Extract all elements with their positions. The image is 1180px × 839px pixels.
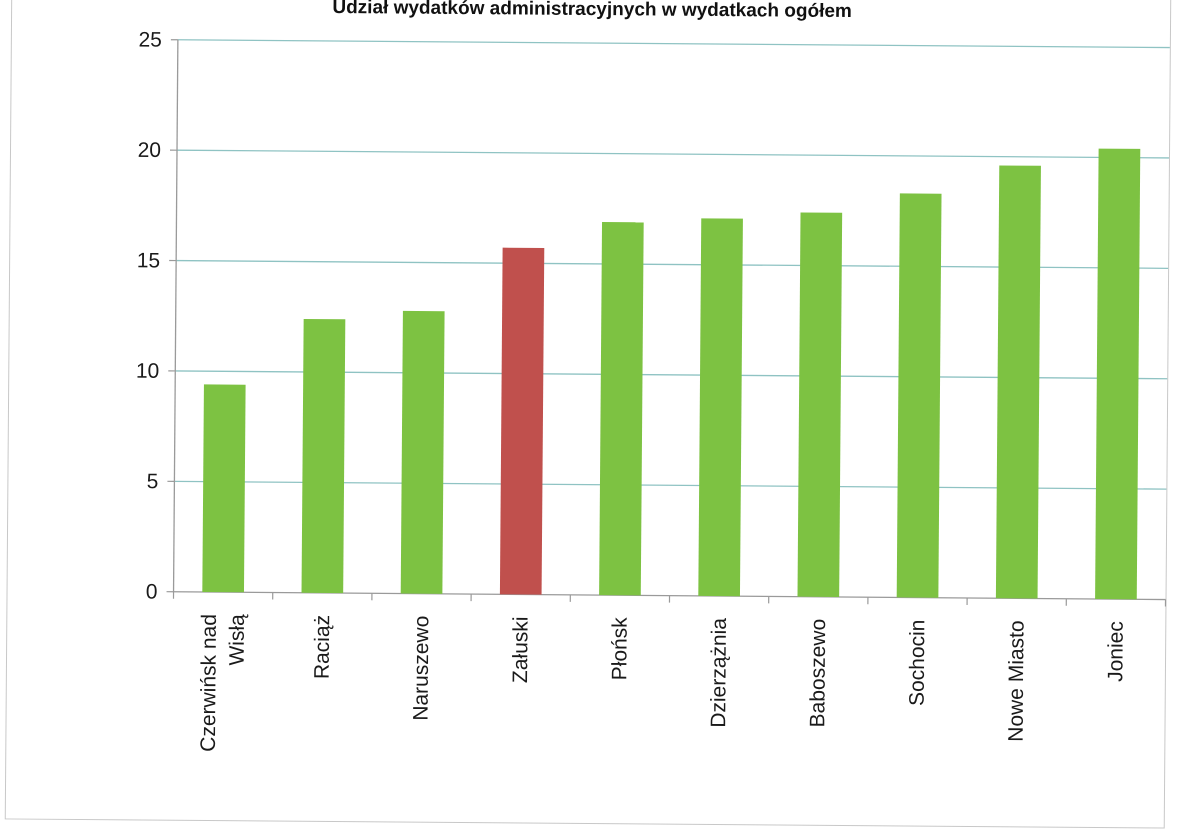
y-tick-label: 25 (138, 28, 162, 51)
gridline-20 (177, 149, 1169, 159)
y-tick-label: 10 (136, 360, 160, 383)
bar-2 (400, 310, 445, 594)
gridline-25 (177, 39, 1170, 49)
x-category-label: Czerwińsk nad (197, 614, 221, 752)
y-tick-label: 0 (146, 581, 158, 604)
x-category-label: Baboszewo (806, 619, 830, 728)
y-tick-label: 5 (147, 470, 159, 493)
chart-frame: Udział wydatków administracyjnych w wyda… (4, 0, 1172, 829)
y-axis-line (172, 39, 179, 592)
bar-1 (301, 318, 346, 594)
x-category-label: Wisłą (226, 614, 249, 666)
chart-title: Udział wydatków administracyjnych w wyda… (332, 0, 852, 22)
bar-chart: Udział wydatków administracyjnych w wyda… (136, 0, 1170, 752)
y-tick-label: 15 (137, 249, 161, 272)
x-category-label: Płońsk (608, 617, 631, 681)
bar-9 (1095, 148, 1141, 600)
y-tick-label: 20 (138, 139, 162, 162)
bar-3 (499, 247, 545, 595)
bar-4 (599, 221, 644, 596)
x-category-label: Dzierzążnia (707, 618, 731, 728)
bar-5 (698, 218, 743, 597)
bar-7 (896, 193, 942, 598)
x-category-label: Joniec (1104, 621, 1127, 682)
bar-0 (202, 384, 246, 593)
x-category-label: Naruszewo (410, 616, 434, 721)
x-category-label: Nowe Miasto (1005, 620, 1029, 742)
x-category-label: Załuski (509, 616, 533, 683)
x-category-label: Sochocin (906, 620, 930, 707)
bar-8 (995, 165, 1041, 599)
bar-6 (797, 212, 843, 597)
x-category-label: Raciąż (311, 615, 335, 679)
